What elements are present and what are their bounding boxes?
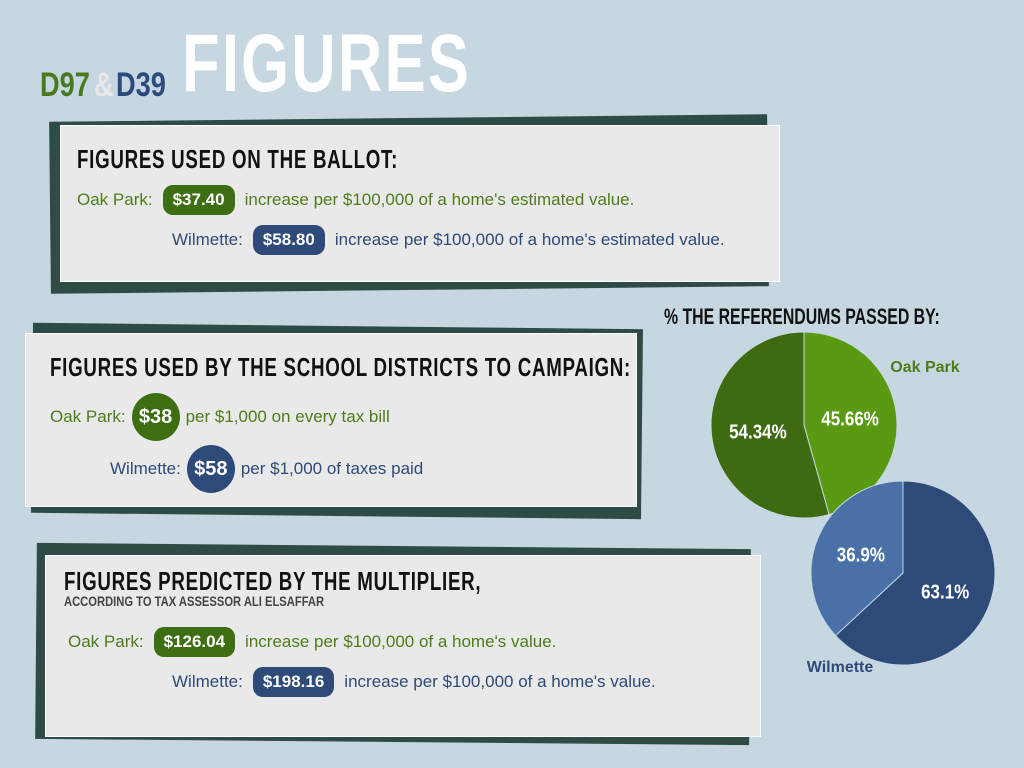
amount: $38 bbox=[131, 393, 180, 441]
row-text: increase per $100,000 of a home's value. bbox=[245, 632, 557, 651]
value-label: 54.34% bbox=[729, 420, 787, 443]
section-heading: FIGURES PREDICTED BY THE MULTIPLIER, bbox=[64, 566, 482, 596]
value-label: 63.1% bbox=[921, 580, 969, 603]
amount: $58 bbox=[186, 445, 235, 493]
d39: D39 bbox=[116, 66, 166, 104]
section: FIGURES USED ON THE BALLOT: Oak Park: $37… bbox=[60, 125, 780, 282]
value-label: 45.66% bbox=[821, 407, 879, 430]
amp: & bbox=[94, 66, 114, 104]
row-text: per $1,000 of taxes paid bbox=[240, 459, 424, 478]
title: FIGURES bbox=[182, 18, 472, 109]
row-text: increase per $100,000 of a home's estima… bbox=[334, 230, 725, 249]
pie-title: Oak Park bbox=[890, 359, 959, 376]
section: FIGURES USED BY THE SCHOOL DISTRICTS TO … bbox=[25, 333, 637, 507]
section: FIGURES PREDICTED BY THE MULTIPLIER, ACC… bbox=[45, 555, 761, 737]
header: D97 & D39 FIGURES bbox=[40, 20, 567, 105]
amount: $126.04 bbox=[153, 627, 236, 657]
place: Oak Park: bbox=[50, 407, 126, 426]
place: Oak Park: bbox=[77, 190, 153, 209]
pies-heading: % THE REFERENDUMS PASSED BY: bbox=[664, 304, 940, 329]
d97: D97 bbox=[40, 66, 90, 104]
place: Wilmette: bbox=[172, 230, 243, 249]
pie-title: Wilmette bbox=[807, 659, 874, 676]
section-heading: FIGURES USED ON THE BALLOT: bbox=[77, 144, 399, 174]
row-text: increase per $100,000 of a home's value. bbox=[344, 672, 656, 691]
pie-slice bbox=[710, 331, 830, 519]
section-subheading: ACCORDING TO TAX ASSESSOR ALI ELSAFFAR bbox=[64, 593, 325, 609]
row-text: per $1,000 on every tax bill bbox=[185, 407, 390, 426]
place: Oak Park: bbox=[68, 632, 144, 651]
pie-slice bbox=[803, 331, 898, 516]
value-label: 36.9% bbox=[837, 543, 885, 566]
row-text: increase per $100,000 of a home's estima… bbox=[244, 190, 635, 209]
pie-slice bbox=[834, 480, 996, 666]
amount: $58.80 bbox=[252, 225, 325, 255]
section-heading: FIGURES USED BY THE SCHOOL DISTRICTS TO … bbox=[50, 352, 631, 382]
amount: $37.40 bbox=[162, 185, 235, 215]
pie-slice bbox=[810, 480, 904, 637]
place: Wilmette: bbox=[172, 672, 243, 691]
place: Wilmette: bbox=[110, 459, 181, 478]
amount: $198.16 bbox=[252, 667, 335, 697]
